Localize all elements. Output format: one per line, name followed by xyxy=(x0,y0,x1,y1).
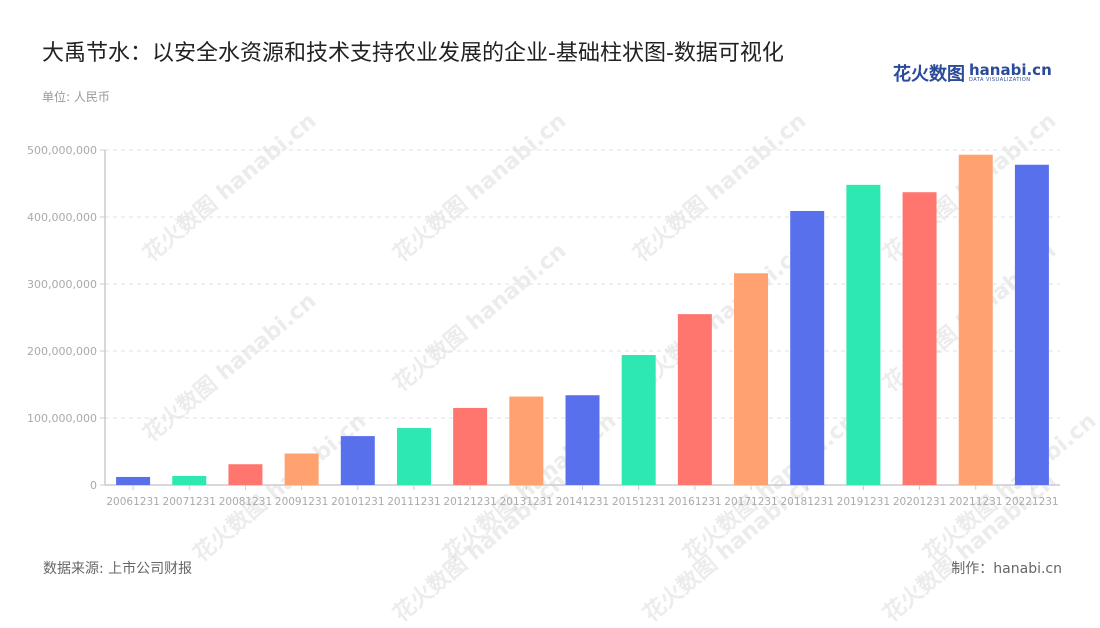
unit-label: 单位: 人民币 xyxy=(42,90,110,104)
bar xyxy=(565,395,600,485)
bar xyxy=(621,355,656,485)
bar xyxy=(734,273,769,485)
x-tick-label: 20211231 xyxy=(949,496,1002,508)
x-tick-label: 20191231 xyxy=(837,496,890,508)
y-tick-label: 400,000,000 xyxy=(27,211,97,224)
x-tick-label: 20091231 xyxy=(275,496,328,508)
logo-en-block: hanabi.cn DATA VISUALIZATION xyxy=(969,63,1052,83)
bar xyxy=(116,476,151,485)
x-tick-label: 20151231 xyxy=(612,496,665,508)
credit: 制作：hanabi.cn xyxy=(951,561,1062,577)
bar xyxy=(958,154,993,485)
y-tick-label: 0 xyxy=(90,479,97,492)
x-tick-label: 20071231 xyxy=(163,496,216,508)
bar xyxy=(790,210,825,485)
chart-title: 大禹节水：以安全水资源和技术支持农业发展的企业-基础柱状图-数据可视化 xyxy=(42,41,784,66)
x-tick-label: 20161231 xyxy=(668,496,721,508)
brand-logo: 花火数图 hanabi.cn DATA VISUALIZATION xyxy=(893,60,1052,86)
bar xyxy=(396,428,431,485)
logo-cn-text: 花火数图 xyxy=(893,64,965,85)
y-tick-label: 200,000,000 xyxy=(27,345,97,358)
bar xyxy=(453,407,488,485)
bar xyxy=(172,475,207,485)
y-tick-label: 500,000,000 xyxy=(27,144,97,157)
x-tick-label: 20141231 xyxy=(556,496,609,508)
x-tick-label: 20061231 xyxy=(106,496,159,508)
x-tick-label: 20111231 xyxy=(387,496,440,508)
logo-en-text: hanabi.cn xyxy=(969,61,1052,79)
bar xyxy=(509,396,544,485)
x-tick-label: 20221231 xyxy=(1005,496,1058,508)
bar xyxy=(284,453,319,485)
x-tick-label: 20081231 xyxy=(219,496,272,508)
y-tick-label: 100,000,000 xyxy=(27,412,97,425)
logo-sub-text: DATA VISUALIZATION xyxy=(969,77,1031,83)
x-tick-label: 20201231 xyxy=(893,496,946,508)
bar xyxy=(677,314,712,485)
bar xyxy=(1014,164,1049,486)
bar xyxy=(340,436,375,485)
x-tick-label: 20171231 xyxy=(724,496,777,508)
x-tick-label: 20121231 xyxy=(443,496,496,508)
y-tick-label: 300,000,000 xyxy=(27,278,97,291)
bar xyxy=(228,464,263,485)
bar xyxy=(846,184,881,485)
x-tick-label: 20131231 xyxy=(500,496,553,508)
bar xyxy=(902,192,937,485)
x-tick-label: 20101231 xyxy=(331,496,384,508)
x-tick-label: 20181231 xyxy=(780,496,833,508)
data-source: 数据来源: 上市公司财报 xyxy=(43,561,193,577)
